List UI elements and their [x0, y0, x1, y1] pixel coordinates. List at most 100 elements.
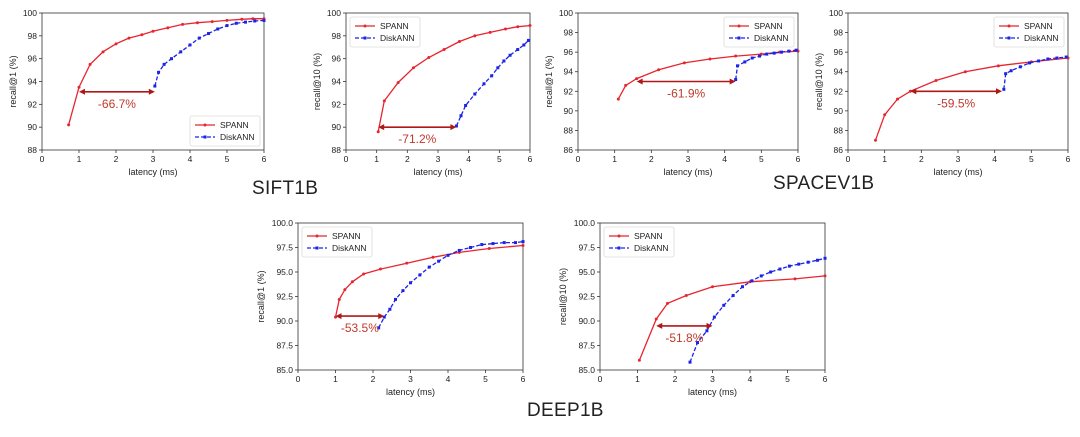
- data-point-spann: [225, 18, 229, 22]
- data-point-spann: [682, 61, 686, 65]
- chart-sift-recall10: 0 1 2 3 4 5 6 88 90 92 94 96 98 100 latency (ms) recall…: [312, 8, 533, 177]
- legend-marker-diskann: [1007, 36, 1011, 40]
- x-tick-label: 5: [497, 154, 502, 164]
- x-tick-label: 6: [521, 374, 526, 384]
- data-point-spann: [405, 261, 409, 265]
- data-point-diskann: [1002, 87, 1006, 91]
- data-point-spann: [654, 317, 658, 321]
- y-tick-label: 87.5: [578, 341, 595, 351]
- series-line-diskann: [689, 257, 826, 363]
- data-point-diskann: [207, 32, 210, 36]
- data-point-spann: [376, 130, 380, 134]
- data-point-diskann: [816, 258, 819, 262]
- x-tick-label: 1: [374, 154, 379, 164]
- data-point-spann: [195, 21, 199, 25]
- series-line-diskann: [455, 39, 529, 127]
- chart-sift-recall1: 0 1 2 3 4 5 6 88 90 92 94 96 98 100 latency (ms) recall…: [8, 8, 267, 177]
- reduction-arrow-head-left: [378, 124, 385, 131]
- data-point-diskann: [712, 315, 716, 319]
- data-point-diskann: [794, 48, 798, 52]
- series-line-spann: [377, 24, 531, 132]
- data-point-diskann: [377, 326, 381, 330]
- x-tick-label: 5: [225, 154, 230, 164]
- x-tick-label: 0: [598, 374, 603, 384]
- y-tick-label: 94: [28, 77, 38, 87]
- x-tick-label: 3: [151, 154, 156, 164]
- reduction-arrow-head-right: [706, 322, 713, 329]
- data-point-diskann: [731, 294, 735, 298]
- data-point-spann: [684, 294, 688, 298]
- legend-label-diskann: DiskANN: [1024, 33, 1058, 43]
- y-tick-label: 92.5: [578, 292, 595, 302]
- legend-label-diskann: DiskANN: [380, 33, 414, 43]
- data-point-diskann: [688, 360, 692, 364]
- data-point-diskann: [705, 329, 709, 333]
- y-tick-label: 95.0: [578, 267, 595, 277]
- legend-marker-spann: [617, 234, 621, 238]
- data-point-spann: [624, 83, 628, 87]
- legend-marker-diskann: [363, 36, 367, 40]
- y-tick-label: 86: [564, 145, 574, 155]
- data-point-spann: [427, 56, 431, 60]
- reduction-annotation: -71.2%: [398, 132, 436, 146]
- x-tick-label: 1: [635, 374, 640, 384]
- x-tick-label: 3: [956, 154, 961, 164]
- reduction-arrow-head-left: [910, 88, 917, 95]
- data-point-diskann: [216, 27, 220, 31]
- dataset-label-spacev: SPACEV1B: [773, 173, 875, 194]
- chart-spacev-recall1: 0 1 2 3 4 5 6 86 88 90 92 94 96 98 100 latency (ms) reca…: [544, 8, 801, 177]
- reduction-arrow-head-left: [79, 88, 85, 95]
- x-tick-label: 3: [436, 154, 441, 164]
- data-point-spann: [708, 57, 712, 61]
- y-tick-label: 92: [834, 86, 844, 96]
- data-point-spann: [166, 26, 170, 30]
- data-point-spann: [127, 36, 131, 40]
- data-point-spann: [411, 66, 415, 70]
- data-point-diskann: [496, 66, 500, 70]
- reduction-arrow-head-right: [148, 88, 155, 95]
- data-point-diskann: [696, 341, 699, 345]
- x-axis-label: latency (ms): [663, 167, 712, 177]
- data-point-spann: [934, 79, 938, 83]
- data-point-spann: [521, 244, 525, 248]
- y-tick-label: 100.0: [574, 218, 596, 228]
- data-point-diskann: [758, 54, 761, 58]
- legend-label-spann: SPANN: [332, 231, 361, 241]
- y-axis-label: recall@10 (%): [814, 53, 824, 110]
- x-tick-label: 1: [882, 154, 887, 164]
- data-point-diskann: [162, 62, 166, 66]
- data-point-spann: [908, 89, 912, 93]
- y-tick-label: 92: [28, 99, 38, 109]
- data-point-diskann: [446, 253, 450, 257]
- x-tick-label: 5: [483, 374, 488, 384]
- y-axis-label: recall@1 (%): [256, 270, 266, 322]
- data-point-diskann: [1018, 65, 1022, 69]
- data-point-spann: [442, 48, 446, 52]
- y-tick-label: 90.0: [578, 316, 595, 326]
- data-point-diskann: [454, 124, 458, 128]
- data-point-spann: [396, 81, 400, 85]
- data-point-diskann: [1064, 55, 1068, 59]
- x-tick-label: 5: [759, 154, 764, 164]
- legend-label-diskann: DiskANN: [220, 132, 254, 142]
- y-tick-label: 96: [834, 47, 844, 57]
- data-point-spann: [666, 301, 669, 305]
- legend-marker-diskann: [617, 246, 621, 250]
- data-point-spann: [240, 17, 244, 21]
- x-tick-label: 4: [446, 374, 451, 384]
- x-tick-label: 0: [296, 374, 301, 384]
- y-tick-label: 87.5: [276, 341, 293, 351]
- y-tick-label: 88: [834, 125, 844, 135]
- data-point-diskann: [457, 248, 461, 252]
- x-axis-label: latency (ms): [128, 167, 177, 177]
- legend-marker-diskann: [315, 246, 319, 250]
- data-point-diskann: [772, 51, 776, 55]
- y-tick-label: 100: [829, 8, 843, 18]
- legend-box: [349, 16, 421, 48]
- data-point-spann: [67, 123, 71, 127]
- y-tick-label: 100: [559, 8, 573, 18]
- data-point-diskann: [234, 21, 238, 25]
- data-point-diskann: [502, 241, 506, 245]
- legend-box: [189, 115, 261, 147]
- data-point-diskann: [1037, 59, 1041, 63]
